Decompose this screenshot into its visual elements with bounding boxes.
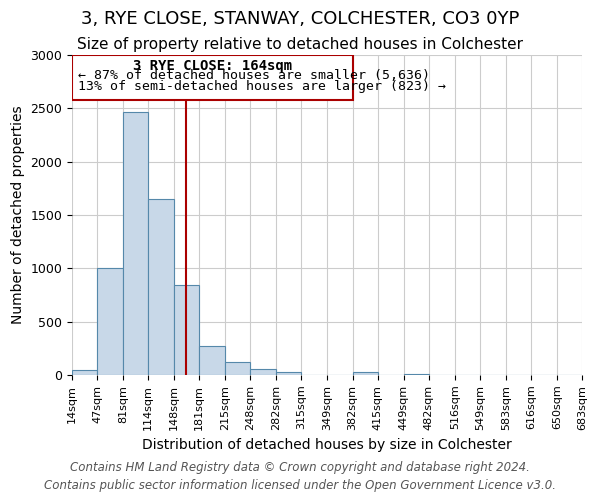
Bar bbox=[123, 112, 148, 375]
Text: 13% of semi-detached houses are larger (823) →: 13% of semi-detached houses are larger (… bbox=[78, 80, 446, 92]
Bar bbox=[72, 370, 97, 375]
Text: ← 87% of detached houses are smaller (5,636): ← 87% of detached houses are smaller (5,… bbox=[78, 69, 430, 82]
Bar bbox=[404, 374, 429, 375]
Bar bbox=[72, 55, 353, 100]
Bar bbox=[250, 369, 277, 375]
Bar bbox=[97, 268, 123, 375]
Text: Contains HM Land Registry data © Crown copyright and database right 2024.
Contai: Contains HM Land Registry data © Crown c… bbox=[44, 462, 556, 492]
Y-axis label: Number of detached properties: Number of detached properties bbox=[11, 106, 25, 324]
X-axis label: Distribution of detached houses by size in Colchester: Distribution of detached houses by size … bbox=[142, 438, 512, 452]
Bar bbox=[277, 372, 301, 375]
Bar bbox=[353, 372, 377, 375]
Bar bbox=[148, 199, 174, 375]
Text: Size of property relative to detached houses in Colchester: Size of property relative to detached ho… bbox=[77, 38, 523, 52]
Bar bbox=[199, 346, 225, 375]
Bar bbox=[174, 286, 199, 375]
Text: 3, RYE CLOSE, STANWAY, COLCHESTER, CO3 0YP: 3, RYE CLOSE, STANWAY, COLCHESTER, CO3 0… bbox=[81, 10, 519, 28]
Bar bbox=[225, 362, 250, 375]
Text: 3 RYE CLOSE: 164sqm: 3 RYE CLOSE: 164sqm bbox=[133, 60, 292, 74]
